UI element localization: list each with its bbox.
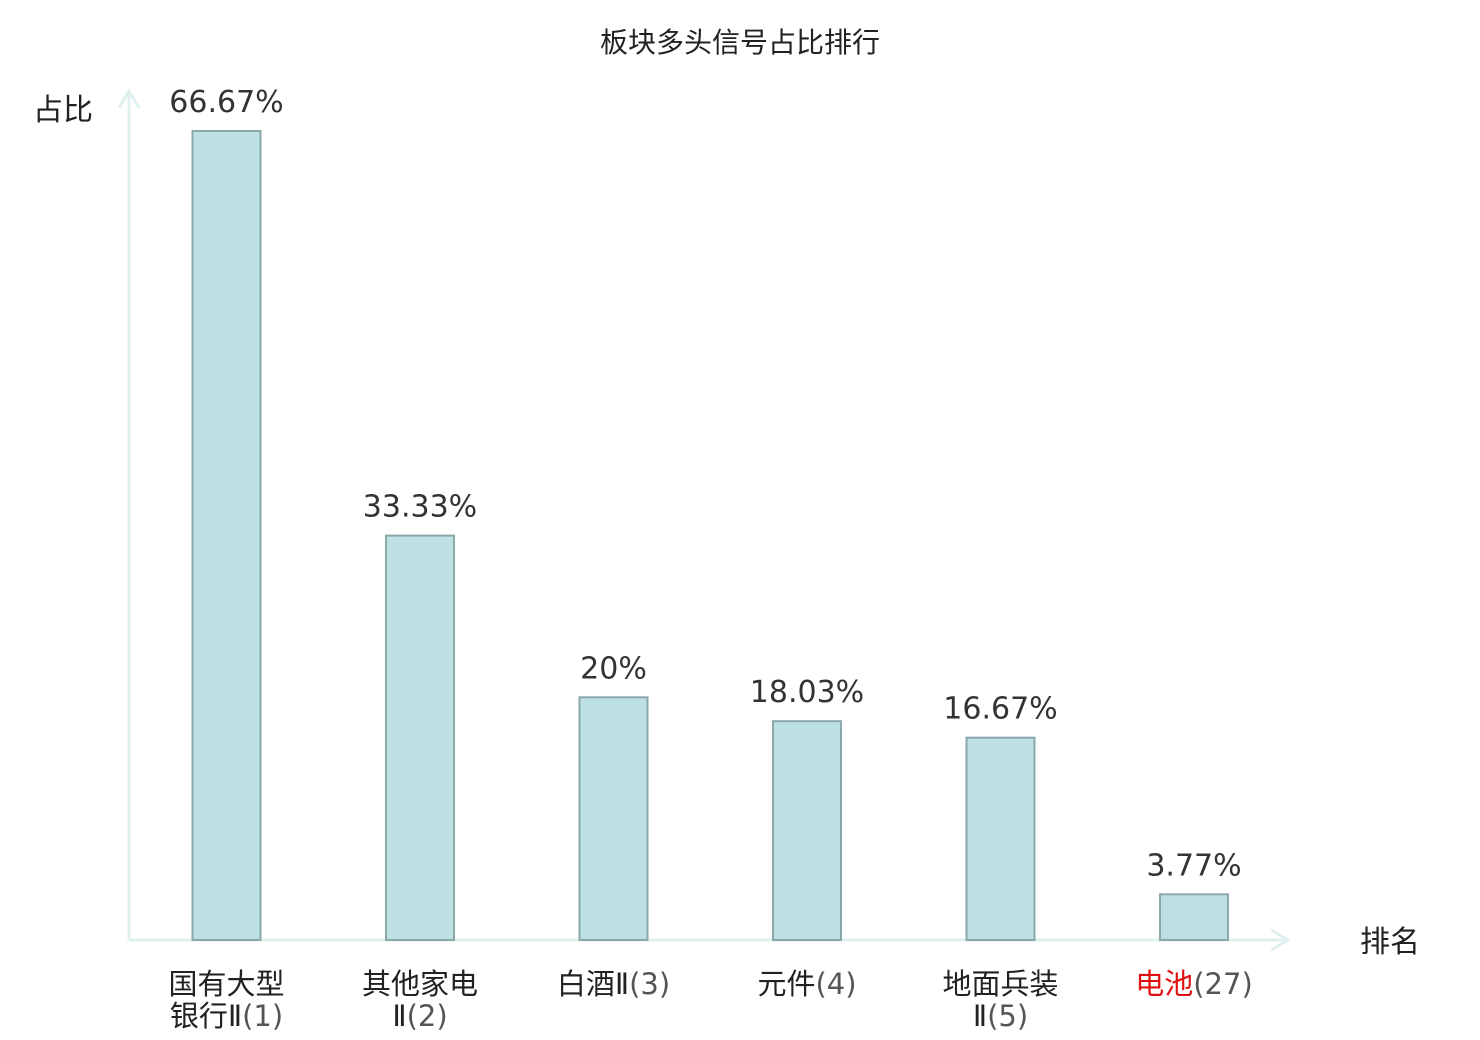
value-labels-group: 66.67% 33.33% 20% 18.03% 16.67% 3.77% — [169, 85, 1241, 883]
bar-value-label-3: 20% — [580, 651, 647, 686]
category-label-4-line-1: 元件(4) — [757, 967, 856, 1001]
x-axis-arrow — [1270, 928, 1291, 952]
bar-value-label-6: 3.77% — [1146, 848, 1241, 883]
category-name: 其他家电 — [362, 967, 478, 1001]
bar-value-label-5: 16.67% — [943, 692, 1057, 727]
category-rank: (5) — [987, 999, 1028, 1033]
category-label-1-line-2: 银行Ⅱ(1) — [170, 999, 283, 1033]
x-axis-label: 排名 — [1360, 925, 1420, 960]
category-rank: (27) — [1193, 967, 1253, 1001]
category-name: Ⅱ — [973, 999, 987, 1033]
category-label-2-line-2: Ⅱ(2) — [392, 999, 447, 1033]
y-axis: 占比 — [33, 88, 141, 940]
chart-title: 板块多头信号占比排行 — [600, 26, 880, 59]
category-name: 白酒Ⅱ — [557, 967, 629, 1001]
bar-value-label-2: 33.33% — [363, 490, 477, 525]
bar-6 — [1159, 893, 1229, 941]
bar-3 — [578, 696, 649, 941]
category-rank: (1) — [242, 999, 283, 1033]
category-name: 银行Ⅱ — [170, 999, 242, 1033]
y-axis-label: 占比 — [33, 93, 93, 128]
y-axis-arrow — [117, 88, 141, 109]
x-axis: 排名 — [129, 925, 1420, 960]
bar-5 — [965, 736, 1036, 942]
category-rank: (3) — [629, 967, 670, 1001]
category-label-5-line-1: 地面兵装 — [942, 967, 1058, 1001]
bar-value-label-1: 66.67% — [169, 85, 283, 120]
bar-value-label-4: 18.03% — [750, 675, 864, 710]
bar-2 — [385, 534, 455, 941]
category-label-5-line-2: Ⅱ(5) — [973, 999, 1028, 1033]
category-rank: (2) — [407, 999, 448, 1033]
category-label-3-line-1: 白酒Ⅱ(3) — [557, 967, 670, 1001]
category-name: 元件 — [757, 967, 815, 1001]
bar-4 — [772, 720, 842, 942]
bar-1 — [191, 130, 262, 941]
bars-group — [191, 130, 1229, 942]
category-name: Ⅱ — [392, 999, 406, 1033]
category-label-1-line-1: 国有大型 — [168, 967, 284, 1001]
category-label-2-line-1: 其他家电 — [362, 967, 478, 1001]
category-rank: (4) — [815, 967, 856, 1001]
category-name: 国有大型 — [168, 967, 284, 1001]
category-name: 电池 — [1135, 967, 1193, 1001]
category-name: 地面兵装 — [942, 967, 1058, 1001]
category-label-6-line-1: 电池(27) — [1135, 967, 1253, 1001]
